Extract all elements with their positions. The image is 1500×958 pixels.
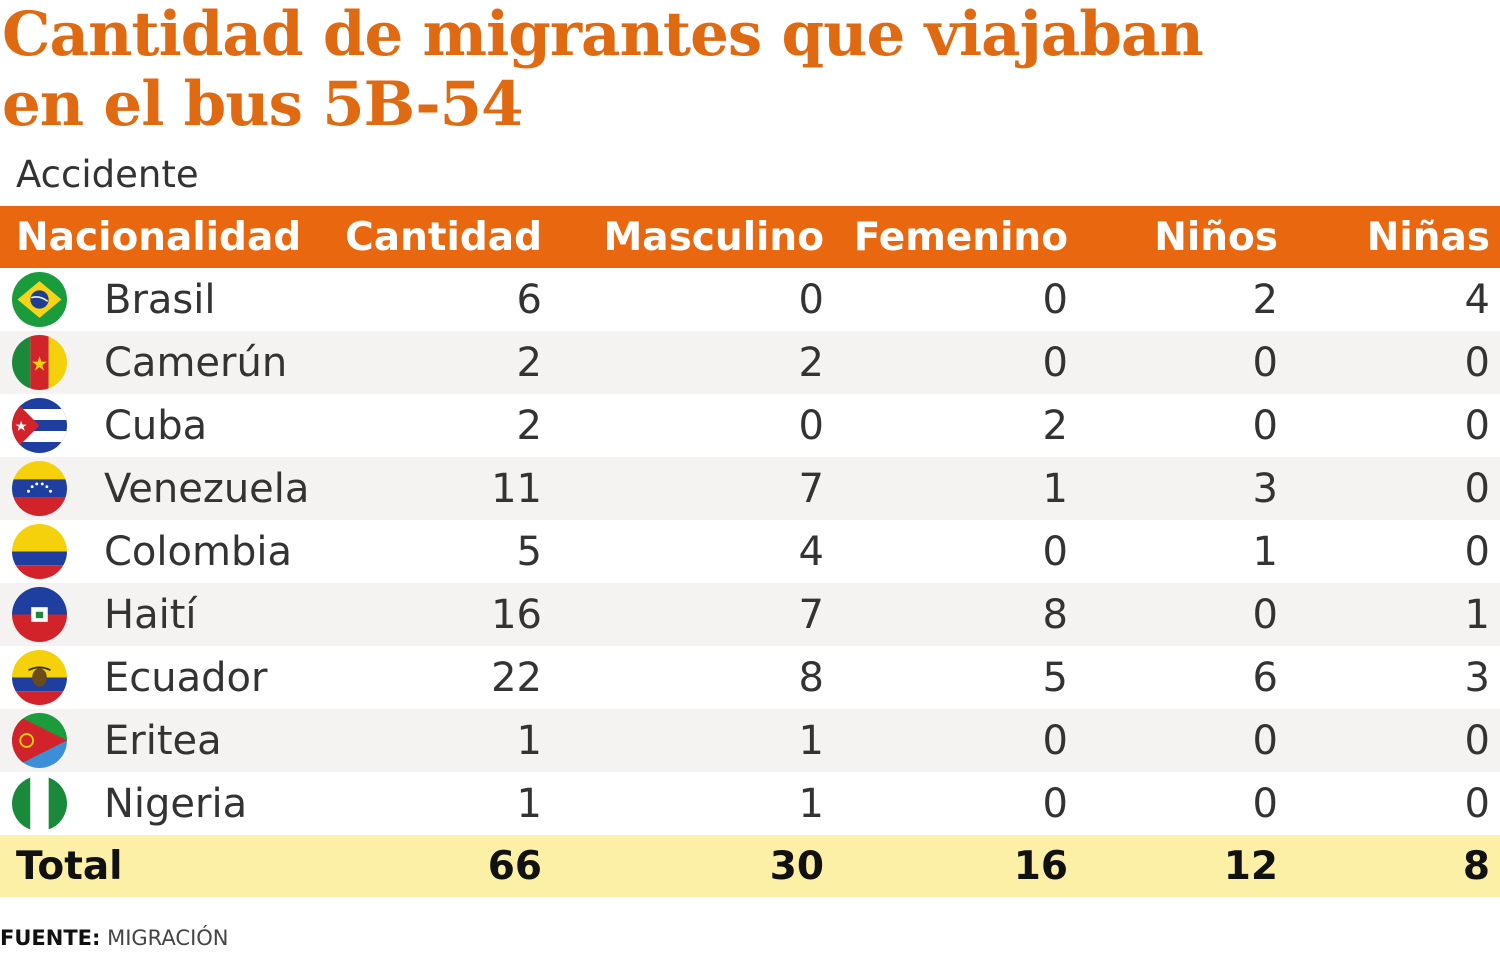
table-row: Nigeria 1 1 0 0 0 — [0, 772, 1500, 835]
brazil-flag-icon — [12, 272, 67, 327]
cell-ninos: 0 — [1252, 717, 1278, 764]
table-row: Cuba 2 0 2 0 0 — [0, 394, 1500, 457]
total-cantidad: 66 — [487, 843, 542, 889]
cell-ninas: 0 — [1464, 402, 1490, 449]
cell-cantidad: 6 — [516, 276, 542, 323]
table-row: Eritea 1 1 0 0 0 — [0, 709, 1500, 772]
table-header-row: Nacionalidad Cantidad Masculino Femenino… — [0, 206, 1500, 268]
source-footer: FUENTE: MIGRACIÓN — [0, 926, 229, 950]
country-name: Haití — [104, 591, 197, 638]
cell-cantidad: 1 — [516, 780, 542, 827]
total-masculino: 30 — [769, 843, 824, 889]
cell-femenino: 0 — [1042, 717, 1068, 764]
table-row: Ecuador 22 8 5 6 3 — [0, 646, 1500, 709]
cell-ninos: 2 — [1252, 276, 1278, 323]
cell-masculino: 0 — [798, 276, 824, 323]
chart-title: Cantidad de migrantes que viajaban en el… — [2, 0, 1482, 140]
colombia-flag-icon — [12, 524, 67, 579]
cell-cantidad: 2 — [516, 402, 542, 449]
cell-cantidad: 22 — [491, 654, 542, 701]
subtitle: Accidente — [16, 153, 199, 196]
country-name: Eritea — [104, 717, 222, 764]
total-label: Total — [16, 843, 123, 889]
total-femenino: 16 — [1013, 843, 1068, 889]
source-label: FUENTE: — [0, 926, 101, 950]
total-ninos: 12 — [1223, 843, 1278, 889]
country-name: Venezuela — [104, 465, 310, 512]
cell-ninos: 0 — [1252, 339, 1278, 386]
country-name: Colombia — [104, 528, 292, 575]
cell-cantidad: 5 — [516, 528, 542, 575]
eritrea-flag-icon — [12, 713, 67, 768]
nigeria-flag-icon — [12, 776, 67, 831]
cameroon-flag-icon — [12, 335, 67, 390]
table-row: Venezuela 11 7 1 3 0 — [0, 457, 1500, 520]
cell-ninas: 0 — [1464, 780, 1490, 827]
table-total-row: Total 66 30 16 12 8 — [0, 835, 1500, 897]
cell-ninas: 0 — [1464, 339, 1490, 386]
cell-ninos: 3 — [1252, 465, 1278, 512]
ecuador-flag-icon — [12, 650, 67, 705]
cell-femenino: 2 — [1042, 402, 1068, 449]
cell-ninos: 0 — [1252, 591, 1278, 638]
cell-ninos: 0 — [1252, 402, 1278, 449]
venezuela-flag-icon — [12, 461, 67, 516]
cell-femenino: 0 — [1042, 339, 1068, 386]
source-value: MIGRACIÓN — [107, 926, 229, 950]
column-header-ninos: Niños — [1154, 214, 1278, 260]
cell-cantidad: 1 — [516, 717, 542, 764]
cell-ninas: 4 — [1464, 276, 1490, 323]
table-body: Brasil 6 0 0 2 4 Camerún 2 2 0 0 0 Cuba 2 0 2 0 0 Venezuel… — [0, 268, 1500, 835]
country-name: Ecuador — [104, 654, 268, 701]
title-line-1: Cantidad de migrantes que viajaban — [2, 0, 1204, 70]
cell-masculino: 0 — [798, 402, 824, 449]
column-header-nacionalidad: Nacionalidad — [16, 214, 302, 260]
column-header-ninas: Niñas — [1366, 214, 1490, 260]
cell-femenino: 1 — [1042, 465, 1068, 512]
country-name: Brasil — [104, 276, 216, 323]
table-row: Camerún 2 2 0 0 0 — [0, 331, 1500, 394]
cell-ninas: 0 — [1464, 465, 1490, 512]
cell-ninos: 1 — [1252, 528, 1278, 575]
title-line-2: en el bus 5B-54 — [2, 69, 524, 140]
cell-masculino: 2 — [798, 339, 824, 386]
column-header-cantidad: Cantidad — [345, 214, 542, 260]
country-name: Camerún — [104, 339, 288, 386]
table-row: Brasil 6 0 0 2 4 — [0, 268, 1500, 331]
cell-ninos: 0 — [1252, 780, 1278, 827]
cell-cantidad: 2 — [516, 339, 542, 386]
country-name: Cuba — [104, 402, 208, 449]
column-header-femenino: Femenino — [853, 214, 1068, 260]
cell-masculino: 8 — [798, 654, 824, 701]
table-row: Haití 16 7 8 0 1 — [0, 583, 1500, 646]
cell-cantidad: 16 — [491, 591, 542, 638]
cell-femenino: 0 — [1042, 780, 1068, 827]
total-ninas: 8 — [1462, 843, 1490, 889]
cuba-flag-icon — [12, 398, 67, 453]
cell-masculino: 1 — [798, 717, 824, 764]
cell-ninas: 0 — [1464, 528, 1490, 575]
cell-cantidad: 11 — [491, 465, 542, 512]
table-row: Colombia 5 4 0 1 0 — [0, 520, 1500, 583]
cell-masculino: 7 — [798, 591, 824, 638]
cell-femenino: 5 — [1042, 654, 1068, 701]
cell-ninas: 0 — [1464, 717, 1490, 764]
haiti-flag-icon — [12, 587, 67, 642]
cell-ninas: 1 — [1464, 591, 1490, 638]
cell-ninos: 6 — [1252, 654, 1278, 701]
cell-masculino: 7 — [798, 465, 824, 512]
cell-femenino: 0 — [1042, 276, 1068, 323]
cell-ninas: 3 — [1464, 654, 1490, 701]
cell-femenino: 0 — [1042, 528, 1068, 575]
cell-masculino: 1 — [798, 780, 824, 827]
cell-masculino: 4 — [798, 528, 824, 575]
cell-femenino: 8 — [1042, 591, 1068, 638]
column-header-masculino: Masculino — [603, 214, 824, 260]
migrants-table: Nacionalidad Cantidad Masculino Femenino… — [0, 206, 1500, 897]
country-name: Nigeria — [104, 780, 248, 827]
